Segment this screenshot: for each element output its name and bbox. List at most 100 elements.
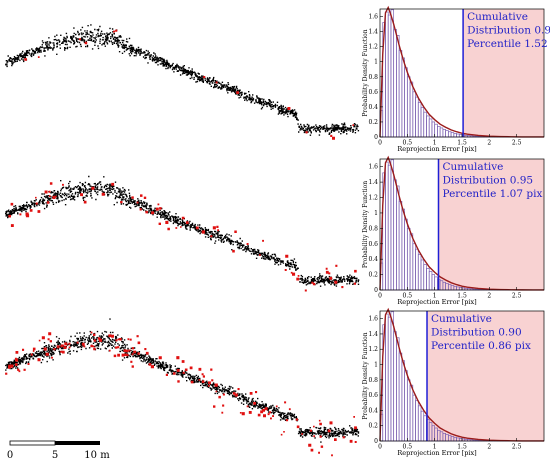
histogram-bar bbox=[448, 132, 451, 137]
histogram-bar bbox=[407, 380, 410, 441]
y-tick-label: 1.2 bbox=[368, 346, 378, 353]
y-tick-label: 0 bbox=[374, 134, 378, 141]
histogram-bar bbox=[418, 102, 421, 137]
histogram-bar bbox=[426, 268, 429, 290]
y-tick-label: 0.4 bbox=[368, 407, 378, 414]
histogram-bar bbox=[402, 361, 405, 441]
histogram-bar bbox=[424, 112, 427, 137]
histogram-bar bbox=[451, 133, 454, 137]
histogram-bar bbox=[443, 129, 446, 137]
histogram-bar bbox=[402, 209, 405, 290]
histogram-bar bbox=[410, 82, 413, 137]
annotation-line: Cumulative bbox=[467, 11, 528, 23]
histogram-bar bbox=[424, 416, 427, 441]
histogram-bar bbox=[459, 135, 462, 137]
histogram-bar bbox=[385, 162, 388, 290]
histogram-bar bbox=[407, 77, 410, 137]
x-axis-label: Reprojection Error [pix] bbox=[397, 298, 476, 306]
histogram-bar bbox=[424, 265, 427, 290]
histogram-bar bbox=[416, 97, 419, 137]
histogram-bar bbox=[394, 180, 397, 290]
annotation-line: Cumulative bbox=[431, 313, 492, 325]
histogram-bar bbox=[413, 395, 416, 441]
histogram-bar bbox=[399, 50, 402, 137]
histogram-bar bbox=[391, 312, 394, 441]
histogram-bar bbox=[435, 124, 438, 137]
x-tick-label: 0 bbox=[378, 140, 382, 147]
histogram-bar bbox=[394, 29, 397, 137]
histogram-bar bbox=[429, 119, 432, 137]
histogram-bar bbox=[394, 332, 397, 441]
y-axis-label: Probability Density Function bbox=[362, 29, 369, 116]
histogram-bar bbox=[418, 255, 421, 290]
y-tick-label: 1.2 bbox=[368, 44, 378, 51]
histogram-bar bbox=[416, 249, 419, 290]
x-tick-label: 2 bbox=[487, 140, 491, 147]
histogram-bar bbox=[388, 15, 391, 137]
y-tick-label: 0 bbox=[374, 438, 378, 445]
scale-bar-black-segment bbox=[55, 441, 100, 445]
x-tick-label: 2 bbox=[487, 444, 491, 451]
y-axis-label: Probability Density Function bbox=[362, 181, 369, 268]
annotation-line: Percentile 1.52 pix bbox=[467, 38, 550, 50]
histogram-bar bbox=[426, 116, 429, 137]
y-tick-label: 0.8 bbox=[368, 377, 378, 384]
histogram-bar bbox=[405, 219, 408, 290]
x-tick-label: 2.5 bbox=[512, 293, 522, 300]
histogram-bar bbox=[388, 165, 391, 290]
histogram-bar bbox=[399, 201, 402, 290]
x-tick-label: 0 bbox=[378, 293, 382, 300]
point-cloud-profile bbox=[5, 24, 359, 140]
histogram-bar bbox=[391, 10, 394, 137]
histogram-bar bbox=[410, 234, 413, 290]
histogram-bar bbox=[396, 35, 399, 137]
histogram-bar bbox=[388, 317, 391, 441]
point-cloud-profile bbox=[5, 176, 359, 292]
y-tick-label: 1.6 bbox=[368, 316, 378, 323]
y-tick-label: 0.6 bbox=[368, 241, 378, 248]
histogram-bar bbox=[437, 126, 440, 137]
y-tick-label: 1 bbox=[374, 210, 378, 217]
y-tick-label: 0.6 bbox=[368, 89, 378, 96]
y-tick-label: 1.4 bbox=[368, 331, 378, 338]
y-tick-label: 1.6 bbox=[368, 14, 378, 21]
histogram-bar bbox=[396, 338, 399, 441]
y-tick-label: 0.8 bbox=[368, 74, 378, 81]
histogram-bar bbox=[421, 411, 424, 441]
histogram-bar bbox=[385, 12, 388, 137]
x-tick-label: 0 bbox=[378, 444, 382, 451]
histogram-bar bbox=[418, 406, 421, 441]
x-tick-label: 2 bbox=[487, 293, 491, 300]
histogram-bar bbox=[421, 108, 424, 137]
y-axis-label: Probability Density Function bbox=[362, 332, 369, 419]
profile-inlier-points bbox=[5, 318, 359, 442]
histogram-bar bbox=[399, 353, 402, 441]
annotation-line: Distribution 0.90 bbox=[431, 327, 522, 339]
histogram-bar bbox=[405, 68, 408, 137]
histogram-bar bbox=[432, 122, 435, 137]
profile-inlier-points bbox=[5, 24, 359, 136]
y-tick-label: 1.2 bbox=[368, 195, 378, 202]
histogram-bar bbox=[402, 58, 405, 137]
histogram-bar bbox=[432, 275, 435, 290]
point-cloud-profile bbox=[5, 318, 359, 456]
y-tick-label: 0.2 bbox=[368, 272, 378, 279]
histogram-bar bbox=[454, 133, 457, 137]
y-tick-label: 0.8 bbox=[368, 225, 378, 232]
x-axis-label: Reprojection Error [pix] bbox=[397, 449, 476, 457]
histogram-bar bbox=[429, 272, 432, 290]
y-tick-label: 1.4 bbox=[368, 29, 378, 36]
histogram-bar bbox=[410, 385, 413, 441]
y-tick-label: 0.4 bbox=[368, 256, 378, 263]
histogram-bar bbox=[385, 314, 388, 441]
histogram-bar bbox=[446, 131, 449, 137]
x-axis-label: Reprojection Error [pix] bbox=[397, 145, 476, 153]
annotation-line: Percentile 1.07 pix bbox=[442, 188, 542, 200]
histogram-bar bbox=[396, 186, 399, 290]
scale-bar-tick-label: 10 m bbox=[84, 450, 110, 461]
